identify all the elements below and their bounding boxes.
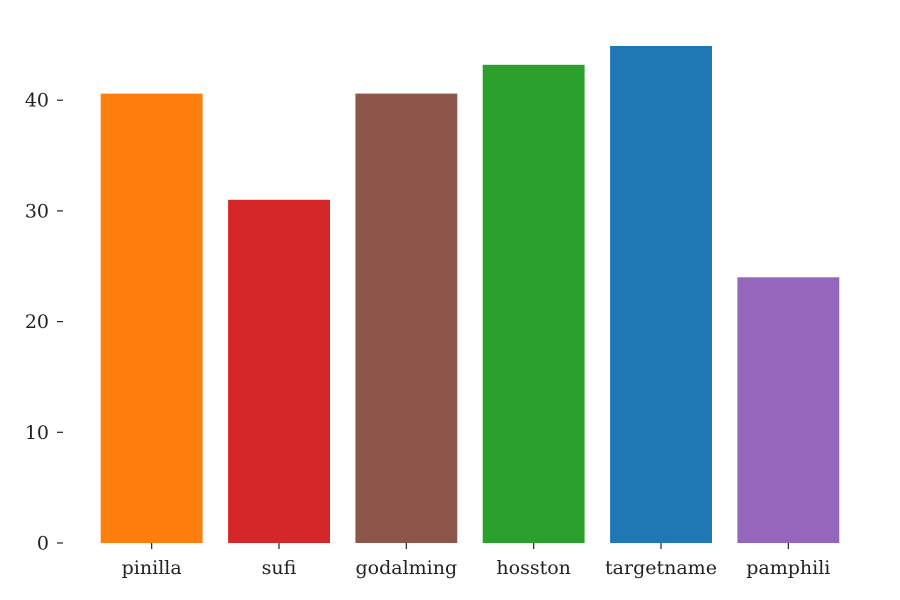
x-tick-label: godalming <box>355 557 457 579</box>
bar-sufi <box>228 199 330 544</box>
x-tick-label: pamphili <box>746 557 830 579</box>
bar-godalming <box>355 93 458 543</box>
y-tick-label: 40 <box>25 90 49 112</box>
bar-hosston <box>482 64 585 544</box>
x-tick-label: sufi <box>262 557 297 579</box>
y-axis: 0 10 20 30 40 <box>25 90 63 555</box>
x-tick-label: hosston <box>496 557 571 579</box>
bar-pinilla <box>100 93 203 543</box>
bar-targetname <box>610 46 712 543</box>
x-tick-label: pinilla <box>122 557 182 579</box>
bars-layer <box>100 46 840 544</box>
x-axis: pinilla sufi godalming hosston targetname pam… <box>122 543 830 579</box>
y-tick-label: 0 <box>37 533 49 555</box>
bar-pamphili <box>737 277 840 543</box>
y-tick-label: 30 <box>25 200 49 222</box>
x-tick-label: targetname <box>605 557 717 579</box>
y-tick-label: 10 <box>25 422 49 444</box>
y-tick-label: 20 <box>25 311 49 333</box>
